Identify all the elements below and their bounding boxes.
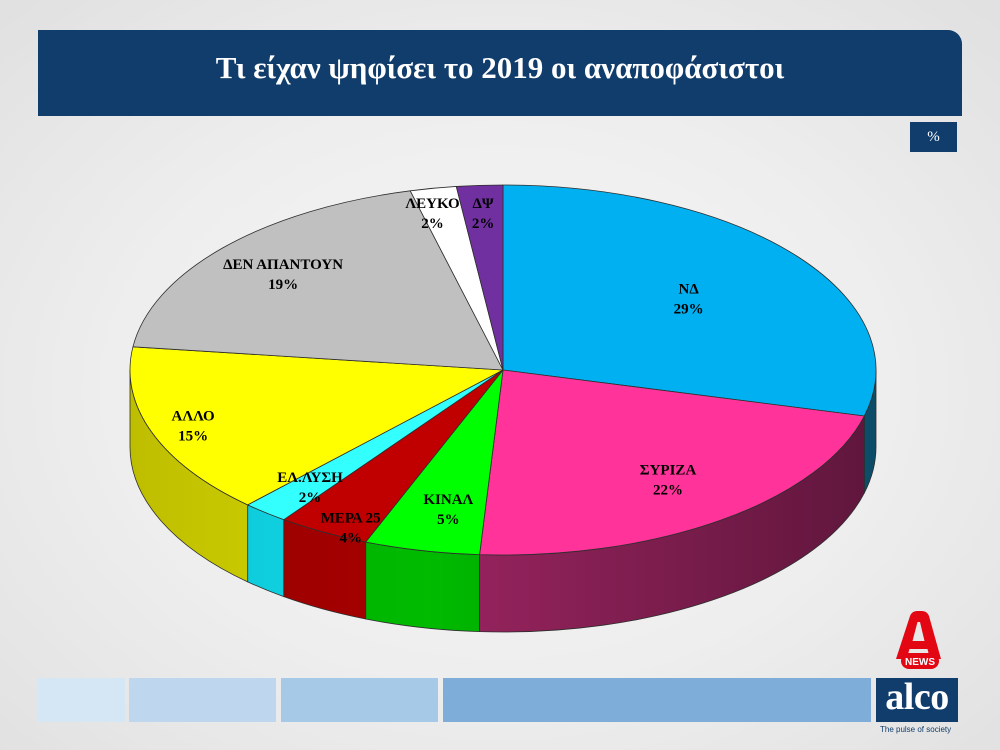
slice-value-label-3: 5% <box>437 512 460 528</box>
slice-value-label-4: 4% <box>339 530 362 546</box>
slice-value-label-1: 29% <box>674 302 704 318</box>
pie-labels: ΝΔ 29% ΣΥΡΙΖΑ 22% ΚΙΝΑΛ 5% ΜΕΡΑ 25 4% ΕΛ.ΛΥΣΗ 2% Α… <box>172 196 704 546</box>
footer-bar-segment-2 <box>129 678 276 722</box>
slice-category-label-8: ΛΕΥΚΟ <box>405 196 459 212</box>
pie-slice-side-5 <box>247 504 285 598</box>
slice-category-label-7: ΔΕΝ ΑΠΑΝΤΟΥΝ <box>223 257 343 273</box>
footer-bar-segment-4 <box>443 678 871 722</box>
slice-category-label-1: ΝΔ <box>679 282 700 298</box>
chart-title: Τι είχαν ψηφίσει το 2019 οι αναποφάσιστο… <box>215 50 785 85</box>
pie-slice-9 <box>455 184 504 371</box>
slice-category-label-5: ΕΛ.ΛΥΣΗ <box>277 470 343 486</box>
slice-value-label-9: 2% <box>472 216 495 232</box>
footer-bar-segment-1 <box>38 678 125 722</box>
slice-category-label-3: ΚΙΝΑΛ <box>423 492 473 508</box>
alco-logo-text: alco <box>885 676 949 718</box>
alpha-logo-icon <box>896 611 941 659</box>
footer-bar-segment-3 <box>281 678 438 722</box>
slice-category-label-2: ΣΥΡΙΖΑ <box>640 462 697 478</box>
unit-badge: % <box>910 122 957 152</box>
slice-value-label-5: 2% <box>299 490 322 506</box>
alco-tagline: The pulse of society <box>880 725 952 734</box>
slice-category-label-9: ΔΨ <box>473 196 494 212</box>
pie-slice-side-3 <box>365 541 480 633</box>
alco-logo: alco <box>876 678 958 722</box>
pie-slice-1 <box>502 184 877 417</box>
slice-value-label-2: 22% <box>653 482 683 498</box>
news-badge <box>901 653 939 669</box>
pie-top-faces <box>129 184 877 556</box>
slice-category-label-6: ΑΛΛΟ <box>172 408 215 424</box>
unit-label: % <box>927 128 940 145</box>
pie-slice-6 <box>129 346 504 506</box>
slice-value-label-6: 15% <box>178 428 208 444</box>
alpha-news-logo: NEWS <box>896 611 941 669</box>
news-badge-label: NEWS <box>905 657 935 668</box>
pie-slice-2 <box>479 369 865 556</box>
pie-slice-7 <box>132 190 504 371</box>
slice-value-label-7: 19% <box>268 277 298 293</box>
slice-value-label-8: 2% <box>421 216 444 232</box>
title-banner: Τι είχαν ψηφίσει το 2019 οι αναποφάσιστο… <box>38 30 962 116</box>
slice-category-label-4: ΜΕΡΑ 25 <box>321 510 381 526</box>
